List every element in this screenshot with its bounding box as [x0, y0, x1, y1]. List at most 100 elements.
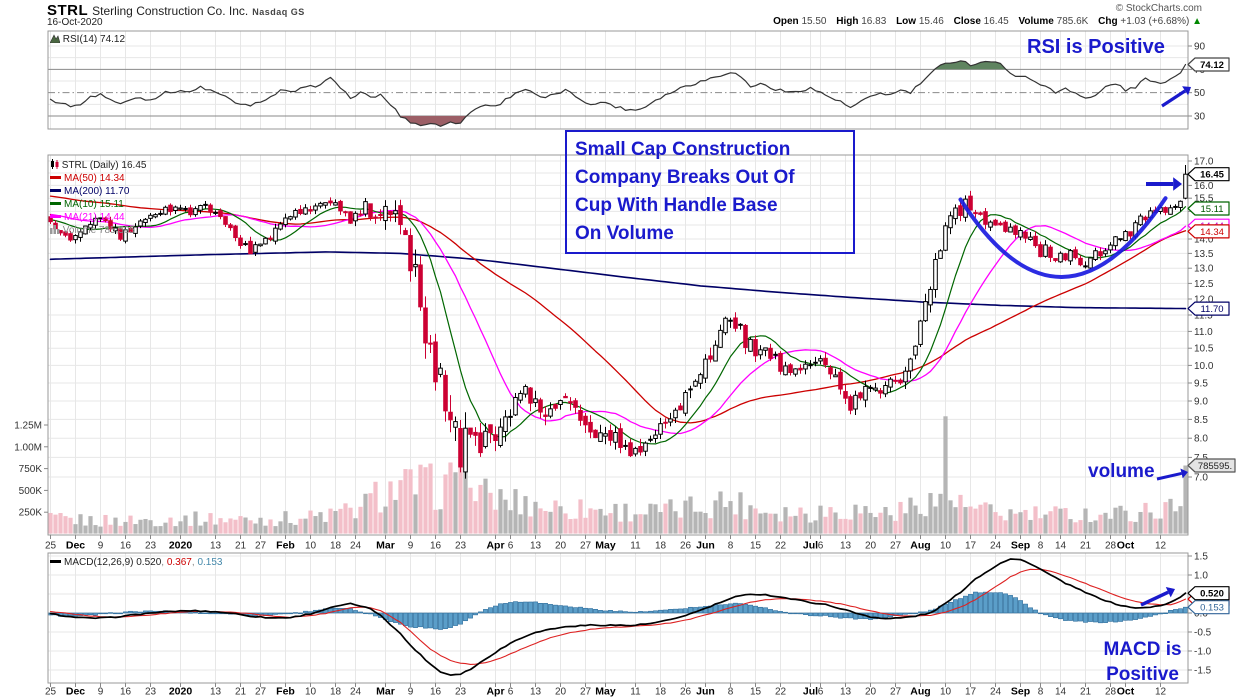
ma21-value: 14.44: [99, 212, 125, 223]
svg-text:Dec: Dec: [66, 686, 85, 698]
svg-text:20: 20: [865, 541, 877, 552]
close-label: Close: [953, 16, 981, 27]
legend-ma50-row: MA(50) 14.34: [50, 172, 146, 185]
svg-text:13: 13: [210, 687, 222, 698]
svg-text:28: 28: [1105, 541, 1117, 552]
ma200-label: MA(200): [64, 186, 103, 197]
svg-text:16: 16: [120, 687, 132, 698]
volume-legend-label: Volume: [62, 225, 97, 236]
legend-symbol-value: 16.45: [121, 160, 147, 171]
annotation-line-1: Small Cap Construction: [575, 139, 791, 160]
svg-text:14: 14: [1055, 687, 1067, 698]
ma200-value: 11.70: [105, 186, 130, 197]
candlestick-icon: [51, 159, 59, 169]
svg-text:12.0: 12.0: [1194, 295, 1214, 306]
svg-text:27: 27: [255, 541, 267, 552]
rsi-area-icon: [49, 34, 61, 44]
macd-signal-value: 0.367: [166, 557, 192, 568]
breakout-annotation-box: Small Cap Construction Company Breaks Ou…: [565, 130, 855, 254]
svg-text:9.0: 9.0: [1194, 397, 1208, 408]
legend-ma21-row: MA(21) 14.44: [50, 211, 146, 224]
svg-text:0.520: 0.520: [1200, 589, 1224, 600]
stockcharts-credit-link[interactable]: © StockCharts.com: [1115, 3, 1202, 14]
high-label: High: [836, 16, 859, 27]
low-label: Low: [896, 16, 917, 27]
svg-text:13.0: 13.0: [1194, 264, 1214, 275]
svg-text:16.0: 16.0: [1194, 181, 1214, 192]
svg-text:17: 17: [965, 687, 977, 698]
low-value: 15.46: [918, 16, 944, 27]
svg-text:14.0: 14.0: [1194, 235, 1214, 246]
svg-text:8.5: 8.5: [1194, 415, 1208, 426]
chg-value: +1.03 (+6.68%): [1120, 16, 1190, 27]
svg-text:8: 8: [728, 541, 734, 552]
svg-text:Feb: Feb: [276, 686, 295, 698]
svg-text:Sep: Sep: [1011, 686, 1030, 698]
svg-text:11.0: 11.0: [1194, 327, 1213, 338]
svg-text:Oct: Oct: [1117, 540, 1135, 552]
svg-text:11: 11: [630, 541, 641, 552]
svg-text:9: 9: [98, 687, 104, 698]
svg-text:27: 27: [580, 687, 592, 698]
ticker-symbol: STRL: [47, 2, 89, 19]
svg-text:500K: 500K: [19, 486, 43, 497]
svg-text:25: 25: [45, 541, 57, 552]
svg-text:20: 20: [555, 541, 567, 552]
volume-label: Volume: [1018, 16, 1054, 27]
volume-bars-icon: [50, 225, 60, 234]
legend-ma10-row: MA(10) 15.11: [50, 198, 146, 211]
svg-text:13: 13: [840, 687, 852, 698]
svg-text:25: 25: [45, 687, 57, 698]
svg-text:16: 16: [120, 541, 132, 552]
svg-text:Jun: Jun: [696, 540, 715, 552]
chg-label: Chg: [1098, 16, 1118, 27]
rsi-legend-value: 74.12: [100, 34, 126, 45]
svg-text:27: 27: [580, 541, 592, 552]
svg-text:90: 90: [1194, 42, 1206, 53]
svg-text:13: 13: [840, 541, 852, 552]
svg-text:785595.: 785595.: [1198, 461, 1232, 472]
svg-text:13: 13: [210, 541, 222, 552]
svg-text:9: 9: [408, 687, 414, 698]
legend-symbol-label: STRL (Daily): [61, 160, 119, 171]
svg-text:May: May: [595, 540, 616, 552]
ma10-line-icon: [50, 201, 61, 205]
volume-annotation: volume: [1088, 461, 1155, 482]
svg-text:20: 20: [555, 687, 567, 698]
svg-text:1.5: 1.5: [1194, 552, 1208, 563]
svg-text:13.5: 13.5: [1194, 249, 1214, 260]
svg-text:6: 6: [508, 687, 514, 698]
price-legend: STRL (Daily) 16.45 MA(50) 14.34 MA(200) …: [50, 159, 146, 237]
svg-text:27: 27: [890, 687, 902, 698]
svg-text:11: 11: [630, 687, 641, 698]
svg-text:6: 6: [818, 687, 824, 698]
svg-text:8: 8: [728, 687, 734, 698]
svg-text:10: 10: [305, 541, 317, 552]
svg-text:6: 6: [508, 541, 514, 552]
svg-text:10: 10: [940, 687, 952, 698]
svg-text:16.45: 16.45: [1200, 170, 1224, 181]
svg-text:Aug: Aug: [910, 540, 930, 552]
svg-text:14.34: 14.34: [1200, 227, 1224, 238]
macd-annotation-line-2: Positive: [1106, 664, 1179, 685]
volume-value: 785.6K: [1056, 16, 1089, 27]
svg-text:12: 12: [1155, 687, 1167, 698]
svg-text:8: 8: [1038, 687, 1044, 698]
svg-text:Dec: Dec: [66, 540, 85, 552]
svg-text:21: 21: [235, 687, 247, 698]
svg-text:2020: 2020: [169, 540, 193, 552]
ma10-label: MA(10): [64, 199, 97, 210]
legend-ma200-row: MA(200) 11.70: [50, 185, 146, 198]
ma10-value: 15.11: [99, 199, 124, 210]
svg-text:1.00M: 1.00M: [14, 442, 42, 453]
open-label: Open: [773, 16, 799, 27]
svg-text:21: 21: [1080, 687, 1092, 698]
svg-text:15.11: 15.11: [1200, 204, 1223, 215]
svg-text:11.70: 11.70: [1200, 304, 1223, 315]
svg-text:23: 23: [145, 541, 157, 552]
svg-text:-1.0: -1.0: [1194, 647, 1212, 658]
svg-text:9: 9: [408, 541, 414, 552]
svg-text:23: 23: [145, 687, 157, 698]
svg-text:23: 23: [455, 541, 467, 552]
ma50-label: MA(50): [64, 173, 97, 184]
